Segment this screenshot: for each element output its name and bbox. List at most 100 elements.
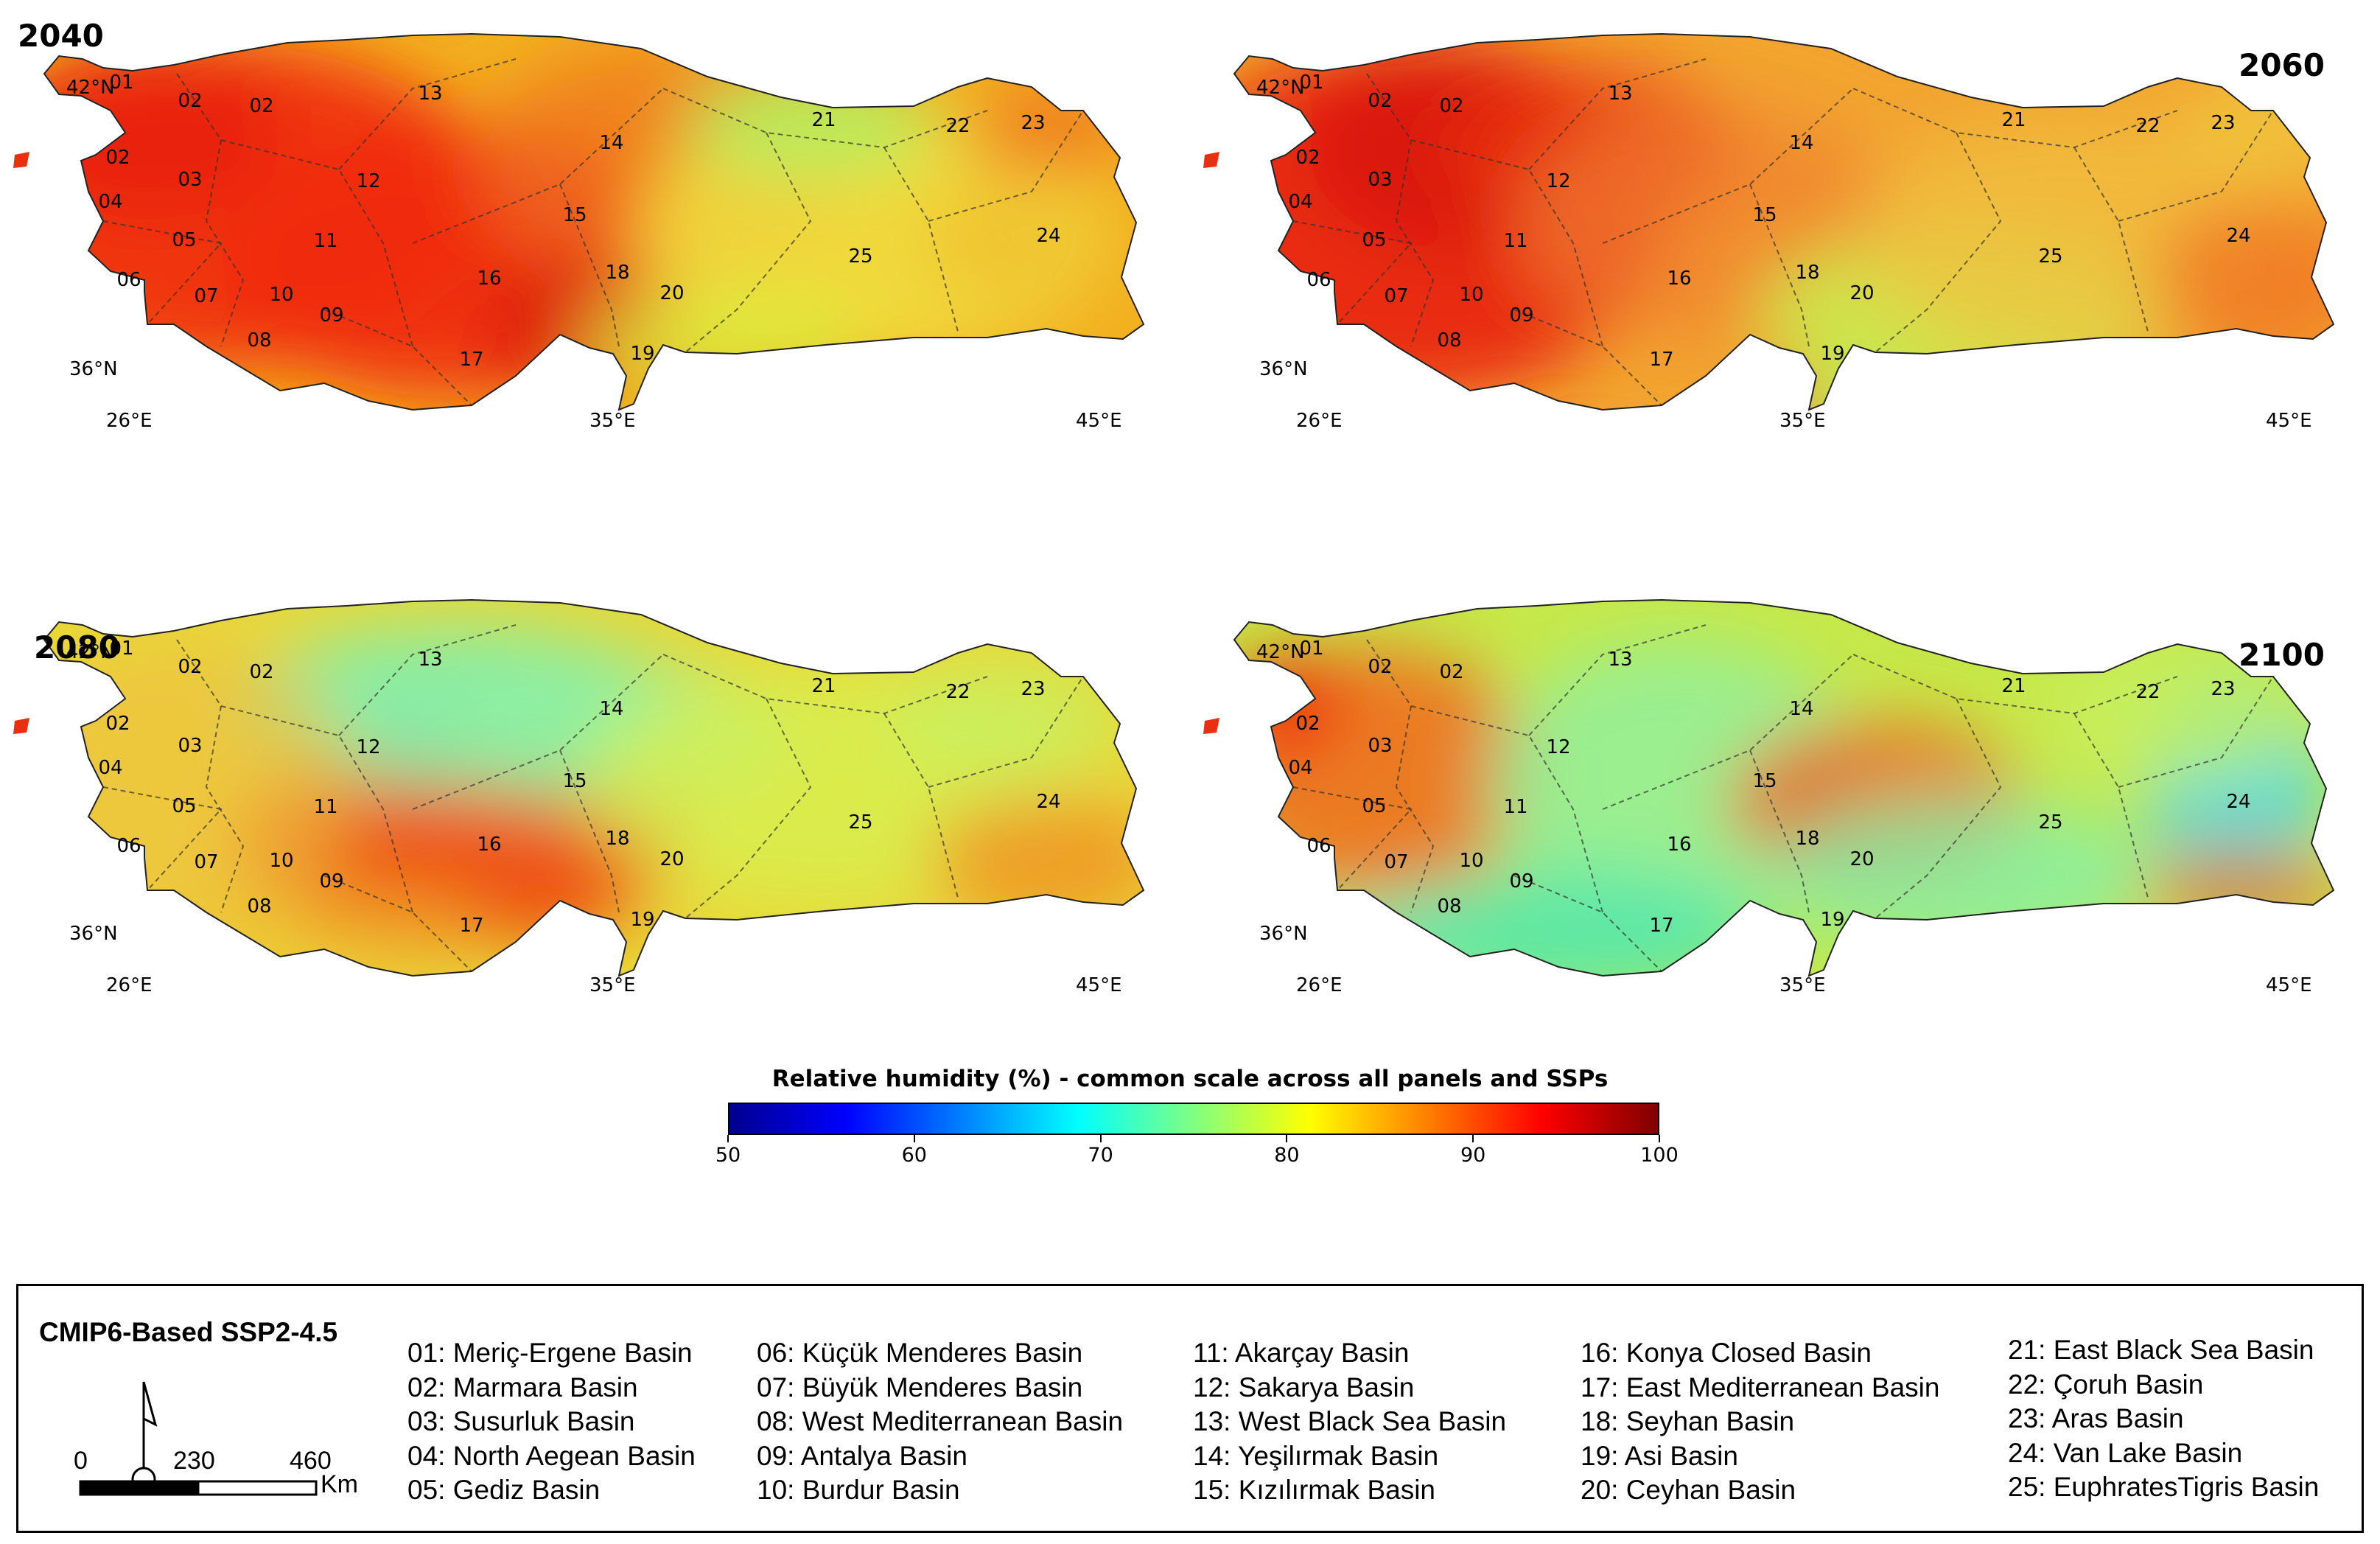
basin-number-label: 07 — [194, 285, 218, 307]
basin-boundary — [928, 676, 1084, 788]
basin-boundary — [338, 624, 517, 736]
basin-number-label: 05 — [1362, 229, 1386, 251]
basin-number-label: 02 — [249, 661, 273, 683]
legend-item: 02: Marmara Basin — [407, 1372, 638, 1402]
humidity-zone — [2045, 647, 2310, 780]
basin-number-label: 20 — [659, 282, 684, 304]
map-panel-2100: 01 02 02 02 03 04 05 06 07 08 09 10 11 12 13 14 15 16 17 18… — [1190, 566, 2339, 1038]
basin-boundary — [1366, 639, 1435, 913]
basin-legend: CMIP6-Based SSP2-4.5 0 230 460 Km 01: Me… — [16, 1284, 2364, 1533]
basin-number-label: 13 — [418, 83, 442, 105]
scale-label-0: 0 — [74, 1447, 88, 1475]
legend-column-4: 16: Konya Closed Basin 17: East Mediterr… — [1581, 1336, 1939, 1508]
basin-number-label: 18 — [1795, 262, 1819, 284]
north-arrow-icon — [131, 1381, 158, 1492]
basin-number-label: 13 — [418, 649, 442, 671]
humidity-zone — [965, 88, 1127, 177]
basin-boundary — [220, 139, 413, 347]
longitude-label-east: 45°E — [2266, 410, 2312, 432]
basin-number-label: 22 — [945, 115, 970, 137]
basin-number-label: 02 — [178, 656, 202, 678]
basin-number-label: 02 — [105, 713, 130, 735]
colorbar-tick-label: 60 — [901, 1144, 927, 1167]
humidity-zone — [685, 74, 936, 177]
basin-boundary — [412, 88, 664, 244]
basin-boundary — [1513, 875, 1662, 972]
basin-number-label: 13 — [1608, 83, 1632, 105]
latitude-label-north: 42°N — [66, 641, 115, 663]
legend-item: 05: Gediz Basin — [407, 1475, 601, 1505]
scale-bar — [79, 1480, 318, 1496]
basin-number-label: 08 — [247, 895, 271, 918]
legend-item: 23: Aras Basin — [2008, 1403, 2184, 1433]
scenario-title: CMIP6-Based SSP2-4.5 — [39, 1317, 338, 1347]
basin-number-label: 06 — [116, 835, 141, 857]
basin-number-label: 04 — [1288, 191, 1312, 213]
basin-number-label: 22 — [2135, 115, 2160, 137]
colorbar-tick-mark — [1099, 1135, 1102, 1142]
basin-number-label: 02 — [1368, 90, 1392, 112]
basin-boundary — [928, 110, 1084, 222]
basin-number-label: 10 — [1459, 284, 1483, 306]
latitude-label-south: 36°N — [69, 923, 118, 945]
legend-item: 19: Asi Basin — [1581, 1440, 1738, 1471]
basin-number-label: 11 — [313, 230, 337, 252]
basin-number-label: 02 — [1439, 661, 1463, 683]
basin-number-label: 25 — [848, 245, 872, 268]
basin-boundary — [1410, 139, 1603, 347]
colorbar-tick-label: 100 — [1640, 1144, 1679, 1167]
longitude-label-west: 26°E — [1296, 410, 1343, 432]
basin-number-label: 08 — [1437, 895, 1461, 918]
legend-item: 12: Sakarya Basin — [1193, 1372, 1415, 1402]
basin-number-label: 16 — [1667, 268, 1691, 290]
basin-boundary — [1528, 624, 1707, 736]
basin-number-label: 20 — [659, 848, 684, 870]
panel-year-label: 2060 — [2239, 47, 2325, 83]
basin-boundary — [323, 309, 472, 406]
basin-number-label: 04 — [98, 757, 122, 779]
legend-item: 03: Susurluk Basin — [407, 1406, 635, 1436]
basin-number-label: 02 — [105, 147, 130, 169]
basin-boundary — [338, 58, 517, 170]
legend-item: 13: West Black Sea Basin — [1193, 1406, 1507, 1436]
legend-item: 09: Antalya Basin — [757, 1440, 967, 1471]
longitude-label-east: 45°E — [1076, 974, 1122, 996]
basin-number-label: 08 — [1437, 329, 1461, 352]
basin-boundary — [559, 750, 620, 913]
basin-number-label: 17 — [1649, 915, 1673, 937]
country-outline — [1233, 32, 2335, 411]
map-panel-2060: 01 02 02 02 03 04 05 06 07 08 09 10 11 12 13 14 15 16 17 18… — [1190, 0, 2339, 472]
basin-number-label: 11 — [1503, 796, 1527, 818]
humidity-zone — [2141, 846, 2334, 935]
basin-number-label: 18 — [605, 262, 629, 284]
basin-number-label: 19 — [1820, 909, 1844, 931]
humidity-zone — [169, 883, 494, 976]
legend-item: 04: North Aegean Basin — [407, 1440, 696, 1471]
legend-column-2: 06: Küçük Menderes Basin 07: Büyük Mende… — [757, 1336, 1123, 1508]
basin-number-label: 19 — [630, 909, 654, 931]
basin-number-label: 22 — [945, 681, 970, 703]
basin-boundary — [2073, 147, 2149, 332]
basin-number-label: 20 — [1849, 282, 1874, 304]
basin-number-label: 14 — [599, 132, 623, 154]
longitude-label-east: 45°E — [1076, 410, 1122, 432]
legend-item: 07: Büyük Menderes Basin — [757, 1372, 1083, 1402]
map-panel-2040: 01 02 02 02 03 04 05 06 07 08 09 10 11 12 13 14 15 16 17 18… — [0, 0, 1149, 472]
basin-number-label: 21 — [2001, 675, 2026, 697]
basin-boundary — [2118, 676, 2274, 788]
legend-item: 15: Kızılırmak Basin — [1193, 1475, 1436, 1505]
basin-boundary — [2073, 713, 2149, 898]
latitude-label-north: 42°N — [66, 77, 115, 99]
basin-number-label: 15 — [562, 770, 587, 792]
basin-number-label: 24 — [2226, 225, 2250, 247]
basin-number-label: 05 — [1362, 795, 1386, 817]
longitude-label-center: 35°E — [1779, 410, 1826, 432]
basin-number-label: 17 — [459, 915, 483, 937]
latitude-label-south: 36°N — [1259, 358, 1308, 380]
humidity-zone — [1352, 868, 1765, 976]
basin-boundary — [1366, 73, 1435, 347]
humidity-zone — [921, 184, 1083, 302]
basin-number-label: 01 — [109, 71, 133, 94]
basin-number-label: 19 — [630, 343, 654, 365]
basin-number-label: 23 — [2211, 112, 2235, 134]
